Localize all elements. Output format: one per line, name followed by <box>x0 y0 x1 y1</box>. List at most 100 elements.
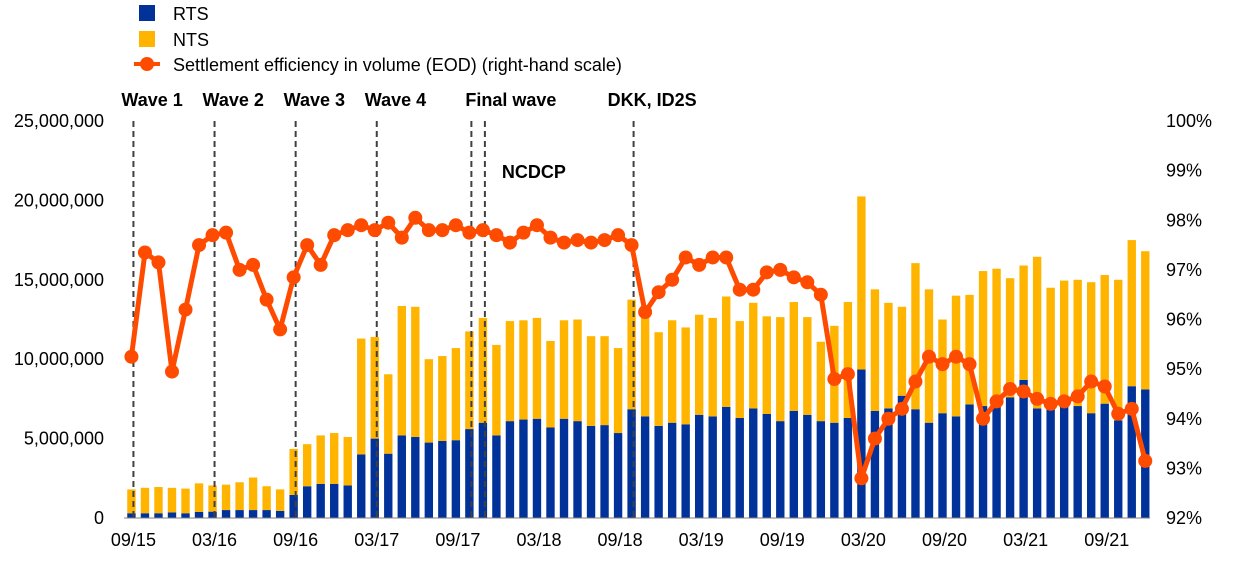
efficiency-point-10-16 <box>300 238 315 253</box>
bar-nts-04-17 <box>384 374 393 454</box>
bar-nts-09-21 <box>1100 275 1109 404</box>
wave-label-6: DKK, ID2S <box>608 90 697 110</box>
bar-rts-11-16 <box>316 483 325 518</box>
bar-nts-10-16 <box>302 444 312 487</box>
bar-nts-04-16 <box>221 484 231 511</box>
efficiency-point-02-18 <box>516 225 531 240</box>
efficiency-point-02-16 <box>192 238 207 253</box>
bar-nts-05-16 <box>235 482 244 511</box>
efficiency-point-04-19 <box>705 250 720 265</box>
efficiency-point-12-16 <box>327 228 342 243</box>
bar-rts-03-17 <box>370 438 379 518</box>
bar-rts-10-20 <box>951 416 961 518</box>
bar-rts-04-21 <box>1032 408 1042 518</box>
bar-rts-09-19 <box>776 421 785 518</box>
bar-rts-04-18 <box>546 427 555 518</box>
efficiency-point-03-21 <box>1016 384 1031 399</box>
efficiency-point-11-20 <box>962 357 977 372</box>
efficiency-point-04-18 <box>543 230 558 245</box>
efficiency-point-11-19 <box>800 275 815 290</box>
bar-rts-04-20 <box>870 410 880 518</box>
bar-rts-09-21 <box>1100 403 1109 518</box>
efficiency-point-04-17 <box>381 215 396 230</box>
bar-rts-12-20 <box>978 406 988 518</box>
bar-rts-06-20 <box>897 395 907 518</box>
bar-nts-10-19 <box>789 302 798 411</box>
efficiency-point-08-17 <box>435 223 450 238</box>
legend-label-rts: RTS <box>173 4 209 24</box>
bar-nts-12-15 <box>167 487 177 513</box>
bar-nts-12-21 <box>1141 251 1150 390</box>
bar-rts-03-21 <box>1019 379 1028 518</box>
efficiency-point-07-18 <box>584 235 599 250</box>
x-tick-6: 09/18 <box>598 530 643 550</box>
efficiency-point-01-17 <box>340 223 355 238</box>
bar-rts-02-20 <box>843 417 853 518</box>
wave-label-5: NCDCP <box>502 162 566 182</box>
efficiency-point-09-17 <box>448 218 463 233</box>
bar-nts-12-18 <box>654 332 663 426</box>
efficiency-point-03-16 <box>205 228 220 243</box>
legend-marker-efficiency <box>140 57 154 71</box>
y-right-tick-5: 97% <box>1166 260 1202 280</box>
bar-rts-03-19 <box>694 414 704 518</box>
wave-label-3: Wave 4 <box>365 90 426 110</box>
bar-rts-01-20 <box>830 422 839 518</box>
bar-rts-03-18 <box>532 418 542 518</box>
bar-rts-06-19 <box>735 417 744 518</box>
bar-rts-05-21 <box>1046 407 1055 518</box>
bar-rts-06-18 <box>573 421 582 518</box>
bar-nts-03-17 <box>370 336 379 439</box>
y-right-tick-1: 93% <box>1166 458 1202 478</box>
efficiency-point-10-20 <box>949 349 964 364</box>
bar-nts-06-21 <box>1059 280 1069 407</box>
y-left-tick-5: 25,000,000 <box>14 111 104 131</box>
x-tick-4: 09/17 <box>435 530 480 550</box>
legend: RTS NTS Settlement efficiency in volume (E… <box>134 4 622 75</box>
efficiency-line-path <box>128 215 1148 481</box>
wave-label-2: Wave 3 <box>284 90 345 110</box>
bar-nts-06-17 <box>411 306 420 438</box>
bar-nts-03-18 <box>532 317 542 419</box>
bar-nts-05-20 <box>884 302 893 409</box>
bar-nts-12-16 <box>330 433 339 484</box>
efficiency-point-09-16 <box>286 270 301 285</box>
bar-rts-10-19 <box>789 410 798 518</box>
efficiency-point-05-17 <box>394 230 409 245</box>
efficiency-point-08-20 <box>921 349 936 364</box>
bar-nts-10-15 <box>140 487 150 514</box>
efficiency-point-03-17 <box>367 223 382 238</box>
efficiency-point-04-16 <box>219 225 234 240</box>
efficiency-point-10-21 <box>1111 406 1126 421</box>
bar-nts-03-19 <box>694 314 704 415</box>
efficiency-point-12-18 <box>651 285 666 300</box>
bar-rts-05-20 <box>884 408 893 518</box>
bar-nts-12-17 <box>492 344 501 436</box>
bar-rts-07-18 <box>586 425 596 518</box>
bar-rts-10-15 <box>140 513 150 518</box>
bar-rts-08-20 <box>924 422 934 518</box>
efficiency-point-07-21 <box>1070 389 1085 404</box>
bar-rts-01-18 <box>505 421 515 518</box>
efficiency-point-12-15 <box>164 364 179 379</box>
y-right-tick-6: 98% <box>1166 210 1202 230</box>
bar-rts-11-21 <box>1127 386 1136 518</box>
bar-rts-11-17 <box>478 422 488 518</box>
efficiency-point-10-19 <box>786 270 801 285</box>
bar-rts-11-15 <box>154 513 163 518</box>
bar-nts-09-17 <box>451 348 461 441</box>
x-tick-11: 03/21 <box>1003 530 1048 550</box>
bar-rts-09-18 <box>613 433 623 518</box>
wave-annotations: Wave 1 Wave 2 Wave 3 Wave 4 Final wave NCDCP D… <box>121 90 697 518</box>
x-tick-12: 09/21 <box>1084 530 1129 550</box>
efficiency-point-05-18 <box>557 235 572 250</box>
y-right-tick-3: 95% <box>1166 359 1202 379</box>
bar-rts-09-16 <box>289 494 298 518</box>
bar-rts-04-16 <box>221 510 231 518</box>
x-tick-10: 09/20 <box>922 530 967 550</box>
bar-series <box>127 196 1150 518</box>
x-tick-5: 03/18 <box>516 530 561 550</box>
y-left-tick-4: 20,000,000 <box>14 190 104 210</box>
efficiency-point-07-16 <box>259 292 274 307</box>
y-right-tick-8: 100% <box>1166 111 1212 131</box>
